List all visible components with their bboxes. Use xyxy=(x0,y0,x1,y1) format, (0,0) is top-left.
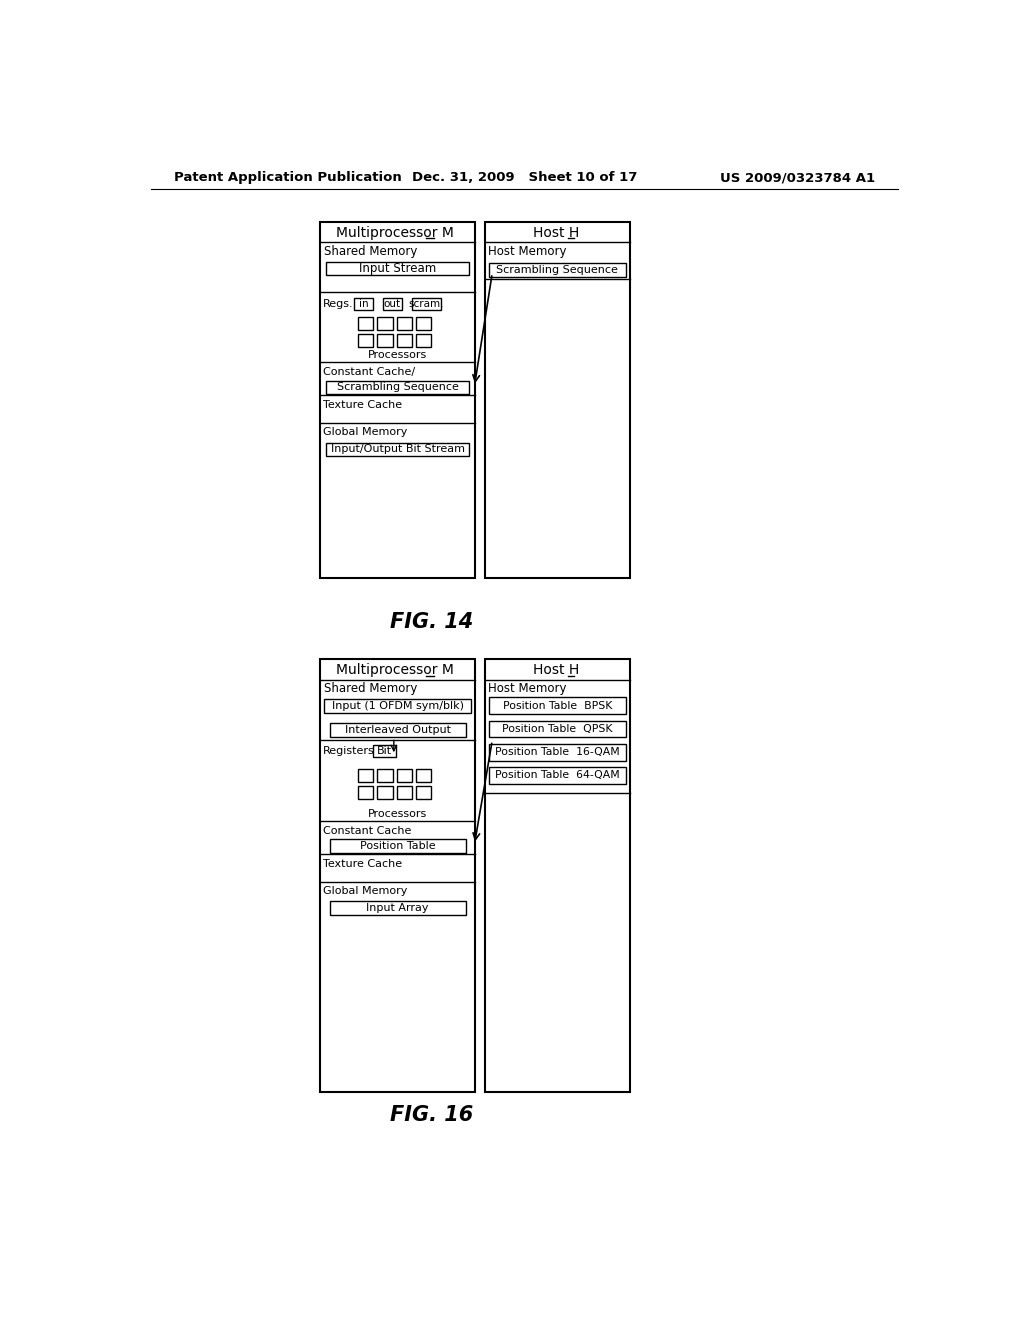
Bar xyxy=(383,298,401,310)
Bar xyxy=(377,770,392,783)
Text: Bit: Bit xyxy=(377,746,392,756)
Bar xyxy=(324,700,471,713)
Text: Interleaved Output: Interleaved Output xyxy=(345,725,451,735)
Text: Processors: Processors xyxy=(368,350,427,360)
Text: Texture Cache: Texture Cache xyxy=(324,400,402,411)
Text: Position Table: Position Table xyxy=(359,841,435,851)
Bar xyxy=(489,263,626,277)
Text: Multiprocessor M: Multiprocessor M xyxy=(336,664,454,677)
Bar xyxy=(416,317,431,330)
Text: Input Array: Input Array xyxy=(367,903,429,913)
Bar xyxy=(357,770,374,783)
Text: Dec. 31, 2009   Sheet 10 of 17: Dec. 31, 2009 Sheet 10 of 17 xyxy=(412,172,638,185)
Text: Patent Application Publication: Patent Application Publication xyxy=(174,172,402,185)
Bar xyxy=(489,721,626,738)
Text: Registers: Registers xyxy=(324,746,375,756)
Bar xyxy=(416,334,431,347)
Bar xyxy=(357,334,374,347)
Text: Shared Memory: Shared Memory xyxy=(324,682,418,696)
Text: Constant Cache: Constant Cache xyxy=(324,825,412,836)
Text: Position Table  QPSK: Position Table QPSK xyxy=(502,723,612,734)
Text: Constant Cache/: Constant Cache/ xyxy=(324,367,416,376)
Bar xyxy=(357,317,374,330)
Text: Regs.: Regs. xyxy=(324,298,354,309)
Text: FIG. 16: FIG. 16 xyxy=(390,1105,473,1125)
Text: Multiprocessor M: Multiprocessor M xyxy=(336,226,454,240)
Text: Scrambling Sequence: Scrambling Sequence xyxy=(497,265,618,275)
Text: Shared Memory: Shared Memory xyxy=(324,246,418,259)
Bar xyxy=(327,261,469,276)
Bar xyxy=(321,659,475,1092)
Bar xyxy=(377,334,392,347)
Text: Host Memory: Host Memory xyxy=(488,682,567,696)
Bar xyxy=(396,317,412,330)
Bar xyxy=(489,697,626,714)
Bar xyxy=(330,840,466,853)
Bar xyxy=(327,380,469,393)
Bar xyxy=(377,317,392,330)
Bar xyxy=(357,787,374,800)
Bar xyxy=(484,659,630,1092)
Text: in: in xyxy=(358,298,369,309)
Text: Input (1 OFDM sym/blk): Input (1 OFDM sym/blk) xyxy=(332,701,464,711)
Text: FIG. 14: FIG. 14 xyxy=(390,612,473,632)
Text: US 2009/0323784 A1: US 2009/0323784 A1 xyxy=(720,172,876,185)
Text: scram.: scram. xyxy=(409,298,444,309)
Bar xyxy=(321,222,475,578)
Text: Position Table  BPSK: Position Table BPSK xyxy=(503,701,612,711)
Text: Input Stream: Input Stream xyxy=(359,261,436,275)
Text: Texture Cache: Texture Cache xyxy=(324,859,402,869)
Bar xyxy=(396,334,412,347)
Bar xyxy=(416,787,431,800)
Bar xyxy=(416,770,431,783)
Text: Position Table  16-QAM: Position Table 16-QAM xyxy=(495,747,620,758)
Bar xyxy=(330,723,466,737)
Bar xyxy=(330,902,466,915)
Text: Input/Output Bit Stream: Input/Output Bit Stream xyxy=(331,444,465,454)
Text: Host H: Host H xyxy=(532,664,579,677)
Text: Host H: Host H xyxy=(532,226,579,240)
Bar xyxy=(396,770,412,783)
Text: Global Memory: Global Memory xyxy=(324,886,408,896)
Bar xyxy=(484,222,630,578)
Bar xyxy=(373,744,396,758)
Text: out: out xyxy=(384,298,400,309)
Bar xyxy=(412,298,441,310)
Bar xyxy=(489,767,626,784)
Bar xyxy=(377,787,392,800)
Text: Global Memory: Global Memory xyxy=(324,428,408,437)
Text: Host Memory: Host Memory xyxy=(488,246,567,259)
Bar xyxy=(396,787,412,800)
Text: Position Table  64-QAM: Position Table 64-QAM xyxy=(495,770,620,780)
Bar xyxy=(354,298,373,310)
Text: Processors: Processors xyxy=(368,809,427,818)
Bar xyxy=(327,442,469,455)
Bar xyxy=(489,743,626,760)
Text: Scrambling Sequence: Scrambling Sequence xyxy=(337,381,459,392)
